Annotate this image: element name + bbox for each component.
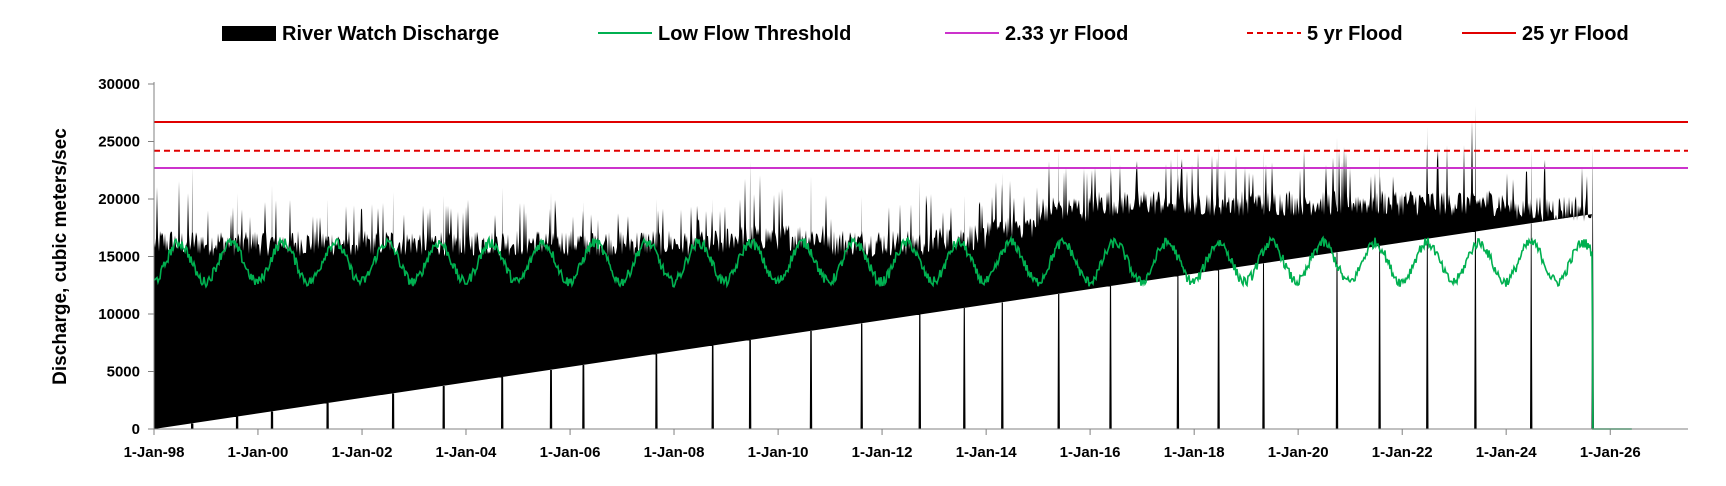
legend-label-25-yr-flood: 25 yr Flood — [1522, 23, 1629, 45]
series-river-watch-discharge — [154, 105, 1594, 430]
x-tick-label: 1-Jan-10 — [748, 444, 809, 461]
legend-label-5-yr-flood: 5 yr Flood — [1307, 23, 1403, 45]
legend: River Watch Discharge Low Flow Threshold 2… — [222, 23, 1629, 45]
y-tick-label: 5000 — [107, 364, 140, 381]
x-tick-label: 1-Jan-06 — [540, 444, 601, 461]
x-tick-label: 1-Jan-04 — [436, 444, 498, 461]
legend-swatch-river-watch-discharge — [222, 26, 276, 41]
x-tick-label: 1-Jan-00 — [228, 444, 289, 461]
y-tick-label: 15000 — [98, 249, 140, 266]
series-low-flow-threshold — [153, 235, 1632, 430]
x-tick-label: 1-Jan-18 — [1164, 444, 1225, 461]
x-tick-label: 1-Jan-24 — [1476, 444, 1538, 461]
x-tick-label: 1-Jan-16 — [1060, 444, 1121, 461]
y-tick-label: 0 — [132, 421, 140, 438]
x-tick-label: 1-Jan-12 — [852, 444, 913, 461]
x-tick-label: 1-Jan-08 — [644, 444, 705, 461]
y-tick-label: 10000 — [98, 306, 140, 323]
y-tick-label: 20000 — [98, 191, 140, 208]
x-tick-label: 1-Jan-22 — [1372, 444, 1433, 461]
legend-label-river-watch-discharge: River Watch Discharge — [282, 23, 499, 45]
x-tick-label: 1-Jan-98 — [124, 444, 185, 461]
legend-label-2-33-yr-flood: 2.33 yr Flood — [1005, 23, 1128, 45]
y-tick-label: 25000 — [98, 134, 140, 151]
y-axis-title: Discharge, cubic meters/sec — [50, 128, 71, 385]
plot-area — [153, 105, 1688, 430]
legend-label-low-flow-threshold: Low Flow Threshold — [658, 23, 851, 45]
x-tick-label: 1-Jan-20 — [1268, 444, 1329, 461]
x-tick-label: 1-Jan-14 — [956, 444, 1018, 461]
x-tick-label: 1-Jan-02 — [332, 444, 393, 461]
y-tick-label: 30000 — [98, 76, 140, 93]
axes: 0 5000 10000 15000 20000 25000 30000 1-Jan-98 1-… — [98, 76, 1688, 461]
x-tick-label: 1-Jan-26 — [1580, 444, 1641, 461]
